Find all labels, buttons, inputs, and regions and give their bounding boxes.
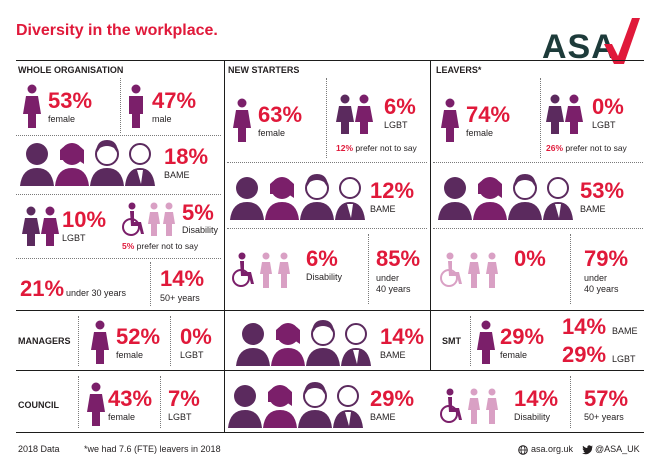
- managers-lgbt-label: LGBT: [180, 350, 204, 360]
- council-dis-label: Disability: [514, 412, 551, 422]
- starters-bame-pct: 12%: [370, 178, 415, 203]
- female-icon: [477, 320, 495, 364]
- leavers-bame-pct: 53%: [580, 178, 625, 203]
- disability-icon: [440, 252, 498, 288]
- bame-people-icon: [438, 174, 573, 220]
- smt-female-label: female: [500, 350, 528, 360]
- council-dis-pct: 14%: [514, 386, 559, 411]
- leavers-u40-pct: 79%: [584, 246, 629, 271]
- starters-lgbt-pct: 6%: [384, 94, 416, 119]
- starters-dis-label: Disability: [306, 272, 343, 282]
- whole-male-pct: 47%: [152, 88, 197, 113]
- leavers-note: 26% prefer not to say: [546, 143, 627, 153]
- female-icon: [441, 98, 459, 142]
- starters-dis-pct: 6%: [306, 246, 338, 271]
- male-icon: [129, 84, 143, 128]
- council-bame-label: BAME: [370, 412, 396, 422]
- council-lgbt-pct: 7%: [168, 386, 200, 411]
- disability-icon: [232, 252, 290, 288]
- starters-note: 12% prefer not to say: [336, 143, 417, 153]
- whole-female-label: female: [48, 114, 76, 124]
- lgbt-couple-icon: [22, 206, 59, 246]
- whole-bame-pct: 18%: [164, 144, 209, 169]
- disability-icon: [122, 202, 175, 236]
- starters-female-pct: 63%: [258, 102, 303, 127]
- managers-bame-label: BAME: [380, 350, 406, 360]
- twitter-icon: [582, 445, 593, 455]
- leavers-lgbt-pct: 0%: [592, 94, 624, 119]
- leavers-dis-pct: 0%: [514, 246, 546, 271]
- asa-logo: ASA: [542, 14, 642, 66]
- female-icon: [233, 98, 251, 142]
- female-icon: [23, 84, 41, 128]
- whole-lgbt-label: LGBT: [62, 233, 86, 243]
- disability-icon: [440, 388, 498, 424]
- council-bame-pct: 29%: [370, 386, 415, 411]
- smt-bame-label: BAME: [612, 326, 638, 336]
- starters-bame-label: BAME: [370, 204, 396, 214]
- council-lgbt-label: LGBT: [168, 412, 192, 422]
- section-smt: SMT: [442, 336, 461, 346]
- managers-female-pct: 52%: [116, 324, 161, 349]
- bame-people-icon: [20, 140, 155, 186]
- starters-u40-label: under 40 years: [376, 273, 411, 294]
- whole-lgbt-pct: 10%: [62, 207, 107, 232]
- council-female-label: female: [108, 412, 136, 422]
- smt-female-pct: 29%: [500, 324, 545, 349]
- whole-dis-pct: 5%: [182, 200, 214, 225]
- section-whole: WHOLE ORGANISATION: [18, 65, 124, 75]
- whole-o50-label: 50+ years: [160, 293, 200, 303]
- whole-bame-label: BAME: [164, 170, 190, 180]
- whole-u30-label: under 30 years: [66, 288, 127, 298]
- website-link[interactable]: asa.org.uk: [531, 444, 574, 454]
- bame-people-icon: [228, 382, 363, 428]
- starters-lgbt-label: LGBT: [384, 120, 408, 130]
- lgbt-couple-icon: [336, 94, 373, 134]
- smt-bame-pct: 14%: [562, 314, 607, 339]
- female-icon: [91, 320, 109, 364]
- whole-dis-note: 5% prefer not to say: [122, 241, 199, 251]
- starters-u40-pct: 85%: [376, 246, 421, 271]
- council-female-pct: 43%: [108, 386, 153, 411]
- twitter-handle[interactable]: @ASA_UK: [595, 444, 640, 454]
- globe-icon: [518, 445, 528, 455]
- whole-male-label: male: [152, 114, 172, 124]
- leavers-lgbt-label: LGBT: [592, 120, 616, 130]
- smt-lgbt-pct: 29%: [562, 342, 607, 367]
- council-o50-pct: 57%: [584, 386, 629, 411]
- managers-bame-pct: 14%: [380, 324, 425, 349]
- leavers-bame-label: BAME: [580, 204, 606, 214]
- bame-people-icon: [230, 174, 365, 220]
- section-leavers: LEAVERS*: [436, 65, 482, 75]
- smt-lgbt-label: LGBT: [612, 354, 636, 364]
- lgbt-couple-icon: [546, 94, 583, 134]
- whole-u30-pct: 21%: [20, 276, 65, 301]
- section-managers: MANAGERS: [18, 336, 71, 346]
- footer-data-year: 2018 Data: [18, 444, 60, 454]
- page-title: Diversity in the workplace.: [16, 22, 218, 39]
- whole-female-pct: 53%: [48, 88, 93, 113]
- leavers-female-pct: 74%: [466, 102, 511, 127]
- footer-note: *we had 7.6 (FTE) leavers in 2018: [84, 444, 221, 454]
- whole-dis-label: Disability: [182, 225, 219, 235]
- leavers-u40-label: under 40 years: [584, 273, 619, 294]
- section-starters: NEW STARTERS: [228, 65, 300, 75]
- starters-female-label: female: [258, 128, 286, 138]
- section-council: COUNCIL: [18, 400, 59, 410]
- leavers-female-label: female: [466, 128, 494, 138]
- bame-people-icon: [236, 320, 371, 366]
- female-icon: [87, 382, 105, 426]
- whole-o50-pct: 14%: [160, 266, 205, 291]
- managers-female-label: female: [116, 350, 144, 360]
- managers-lgbt-pct: 0%: [180, 324, 212, 349]
- council-o50-label: 50+ years: [584, 412, 624, 422]
- tick-icon: [604, 18, 640, 64]
